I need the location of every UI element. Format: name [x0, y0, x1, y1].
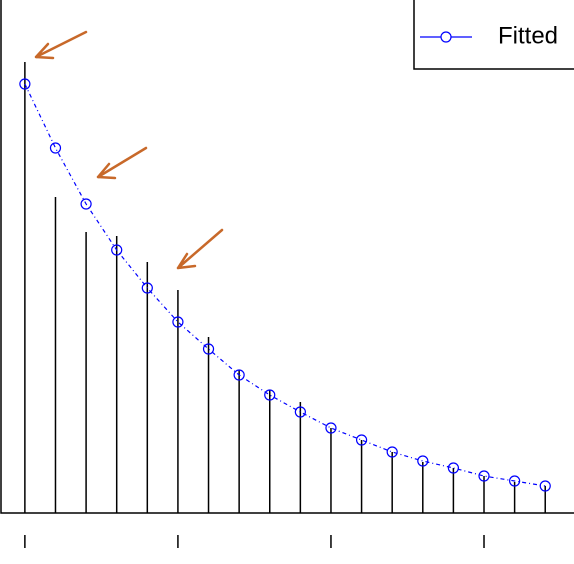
point [447, 462, 460, 474]
point [264, 389, 276, 401]
fitted-line [24, 83, 546, 487]
point [111, 244, 123, 256]
point [386, 446, 398, 458]
arrow [34, 30, 88, 60]
point [172, 316, 184, 328]
point [539, 480, 551, 492]
point [294, 406, 306, 418]
point [19, 78, 31, 90]
point [478, 470, 490, 482]
point [355, 434, 368, 446]
point [325, 422, 337, 434]
legend: Fitted [413, 0, 574, 70]
legend-marker [440, 31, 452, 43]
legend-label: Fitted [498, 22, 558, 49]
point [80, 198, 92, 210]
point [202, 343, 215, 355]
annotation-arrows [34, 30, 224, 270]
point [49, 142, 62, 154]
point [141, 282, 153, 294]
arrow [176, 228, 224, 270]
point [233, 369, 245, 381]
point [509, 475, 521, 487]
arrow [96, 146, 148, 180]
legend-box [413, 0, 574, 70]
point [417, 455, 429, 467]
plot-box [0, 0, 574, 514]
